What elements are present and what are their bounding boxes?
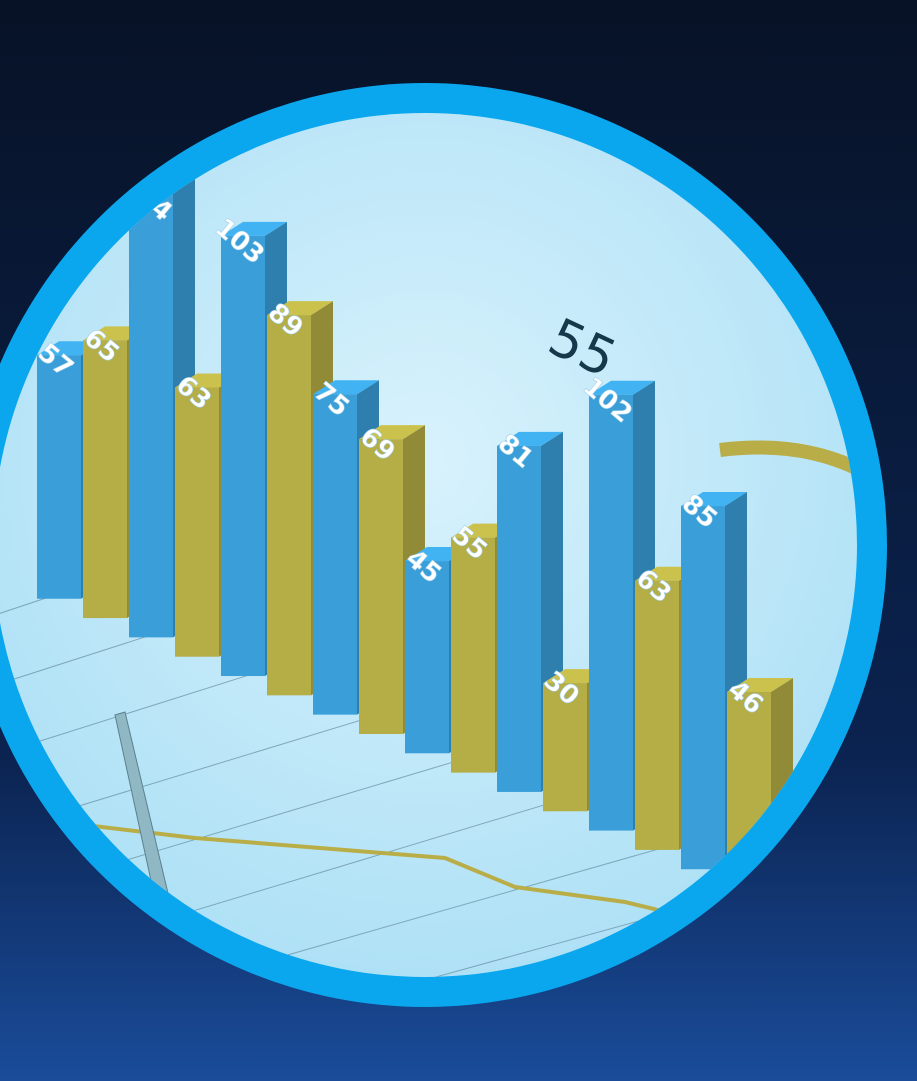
bar-top — [221, 221, 287, 236]
bar-top — [681, 492, 747, 507]
bar-top — [313, 380, 379, 395]
bar-top — [727, 677, 793, 692]
arc — [719, 440, 857, 477]
bar-top — [497, 431, 563, 446]
bar — [313, 394, 357, 715]
bar — [359, 439, 403, 734]
bar — [175, 387, 219, 657]
bar — [221, 235, 265, 677]
bar-top — [589, 380, 655, 395]
bar — [129, 193, 173, 638]
bar — [83, 340, 127, 619]
bar — [589, 394, 633, 831]
bar — [37, 355, 81, 599]
bar — [497, 445, 541, 792]
bar-top — [267, 301, 333, 316]
bar — [451, 537, 495, 773]
bar — [635, 580, 679, 850]
bar — [543, 683, 587, 812]
trend-line — [0, 793, 701, 922]
plot-area: 55 57651046310389756945558130102638546 — [0, 169, 857, 977]
bar-top — [359, 425, 425, 440]
bar — [681, 506, 725, 870]
bar — [267, 315, 311, 696]
bar — [405, 561, 449, 754]
